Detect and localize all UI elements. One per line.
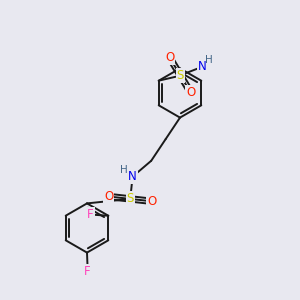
Text: O: O [165,51,174,64]
Text: S: S [127,192,134,206]
Text: O: O [104,190,113,203]
Text: N: N [197,60,206,74]
Text: F: F [84,265,91,278]
Text: H: H [120,165,128,175]
Text: H: H [205,55,212,65]
Text: O: O [186,86,195,99]
Text: S: S [177,69,184,82]
Text: F: F [87,208,94,221]
Text: N: N [128,170,137,183]
Text: O: O [147,195,156,208]
